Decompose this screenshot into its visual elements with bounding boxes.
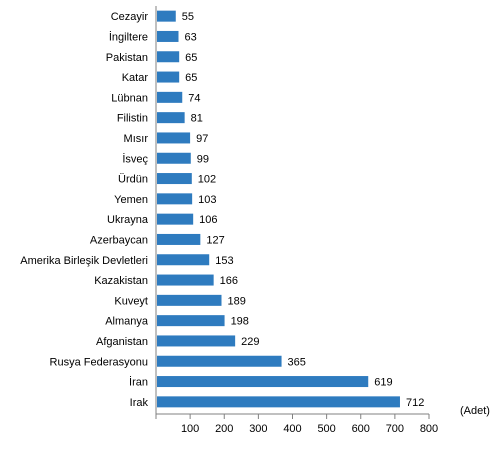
bar <box>157 152 191 164</box>
bar <box>157 51 180 63</box>
category-label: Cezayir <box>111 11 149 23</box>
value-label: 166 <box>220 275 238 287</box>
bar <box>157 193 193 205</box>
value-label: 65 <box>185 52 197 64</box>
bar <box>157 254 210 266</box>
category-label: Rusya Federasyonu <box>50 356 148 368</box>
category-label: Ukrayna <box>107 214 149 226</box>
bar <box>157 132 191 144</box>
category-label: Kuveyt <box>114 295 148 307</box>
x-tick-label: 200 <box>215 423 233 435</box>
category-labels-group: Cezayir İngiltere Pakistan Katar Lübnan Filis… <box>20 11 149 409</box>
value-label: 619 <box>374 377 392 389</box>
bar <box>157 91 183 103</box>
bar <box>157 335 236 347</box>
bar <box>157 10 176 22</box>
value-labels-group: 55 63 65 65 74 81 97 99 102 103 106 127 153 166 189 198… <box>182 11 425 409</box>
category-label: Mısır <box>124 133 149 145</box>
value-label: 97 <box>196 133 208 145</box>
category-label: İran <box>129 376 148 389</box>
bar <box>157 376 369 388</box>
bars-group <box>157 10 400 408</box>
x-tick-label: 800 <box>420 423 438 435</box>
x-ticks-group: 100 200 300 400 500 600 700 800 <box>155 414 438 435</box>
category-label: Amerika Birleşik Devletleri <box>20 255 148 267</box>
bar <box>157 396 400 408</box>
x-tick-label: 600 <box>352 423 370 435</box>
category-label: Katar <box>122 72 149 84</box>
category-label: Lübnan <box>111 92 148 104</box>
value-label: 55 <box>182 11 194 23</box>
value-label: 99 <box>197 153 209 165</box>
bar <box>157 315 225 327</box>
bar <box>157 112 185 124</box>
value-label: 81 <box>191 113 203 125</box>
value-label: 127 <box>206 234 224 246</box>
x-tick-label: 400 <box>283 423 301 435</box>
bar <box>157 71 180 83</box>
category-label: Kazakistan <box>94 275 148 287</box>
category-label: İsveç <box>122 152 148 165</box>
value-label: 198 <box>231 316 249 328</box>
category-label: Ürdün <box>118 174 148 186</box>
category-label: Filistin <box>117 113 148 125</box>
bar <box>157 173 192 185</box>
value-label: 229 <box>241 336 259 348</box>
value-label: 365 <box>288 356 306 368</box>
value-label: 103 <box>198 194 216 206</box>
value-label: 102 <box>198 174 216 186</box>
bar <box>157 274 214 286</box>
category-label: Pakistan <box>106 52 148 64</box>
value-label: 63 <box>184 31 196 43</box>
unit-label: (Adet) <box>460 405 490 417</box>
value-label: 74 <box>188 92 200 104</box>
bar <box>157 30 179 42</box>
value-label: 153 <box>215 255 233 267</box>
category-label: Almanya <box>105 316 149 328</box>
value-label: 189 <box>227 295 245 307</box>
bar <box>157 213 194 225</box>
bar <box>157 355 282 367</box>
value-label: 106 <box>199 214 217 226</box>
x-tick-label: 700 <box>386 423 404 435</box>
category-label: Afganistan <box>96 336 148 348</box>
x-tick-label: 100 <box>181 423 199 435</box>
bar <box>157 294 222 306</box>
category-label: Irak <box>130 397 149 409</box>
bar <box>157 233 201 245</box>
category-label: İngiltere <box>109 30 148 43</box>
value-label: 65 <box>185 72 197 84</box>
category-label: Azerbaycan <box>90 234 148 246</box>
x-tick-label: 500 <box>317 423 335 435</box>
value-label: 712 <box>406 397 424 409</box>
x-tick-label: 300 <box>249 423 267 435</box>
category-label: Yemen <box>114 194 148 206</box>
